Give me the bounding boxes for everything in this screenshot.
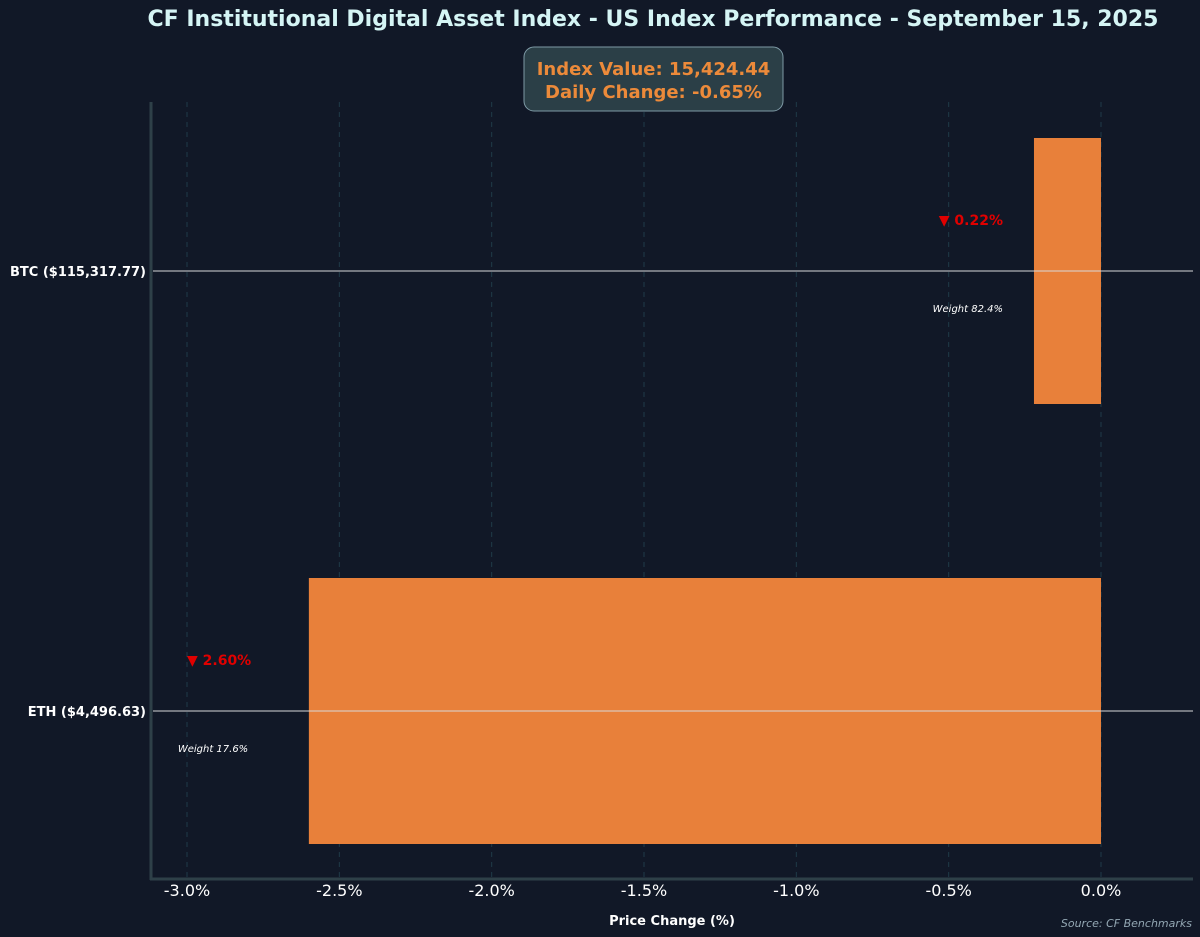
index-value-text: Index Value: 15,424.44 (537, 59, 771, 80)
x-tick-label: -0.5% (925, 881, 971, 900)
category-labels: BTC ($115,317.77) ETH ($4,496.63) (10, 265, 146, 720)
source-note: Source: CF Benchmarks (1061, 917, 1192, 930)
x-tick-label: -2.0% (468, 881, 514, 900)
x-tick-label: -1.5% (621, 881, 667, 900)
x-tick-label: -1.0% (773, 881, 819, 900)
category-reference-lines (153, 270, 1193, 712)
x-tick-label: 0.0% (1081, 881, 1122, 900)
weight-label: Weight 17.6% (178, 744, 248, 755)
weight-label: Weight 82.4% (933, 304, 1003, 315)
index-info-box: Index Value: 15,424.44 Daily Change: -0.… (523, 46, 784, 112)
x-tick-labels: -3.0% -2.5% -2.0% -1.5% -1.0% -0.5% 0.0% (164, 881, 1122, 900)
chart-title: CF Institutional Digital Asset Index - U… (148, 7, 1159, 32)
category-label: ETH ($4,496.63) (28, 705, 146, 720)
change-label: ▼ 2.60% (187, 653, 251, 669)
bar-annotations: ▼ 0.22% Weight 82.4% ▼ 2.60% Weight 17.6% (178, 213, 1003, 755)
info-box-frame (523, 46, 784, 112)
daily-change-text: Daily Change: -0.65% (545, 82, 762, 103)
category-label: BTC ($115,317.77) (10, 265, 146, 280)
x-tick-label: -2.5% (316, 881, 362, 900)
x-axis-label: Price Change (%) (609, 914, 735, 929)
change-label: ▼ 0.22% (939, 213, 1003, 229)
x-tick-label: -3.0% (164, 881, 210, 900)
